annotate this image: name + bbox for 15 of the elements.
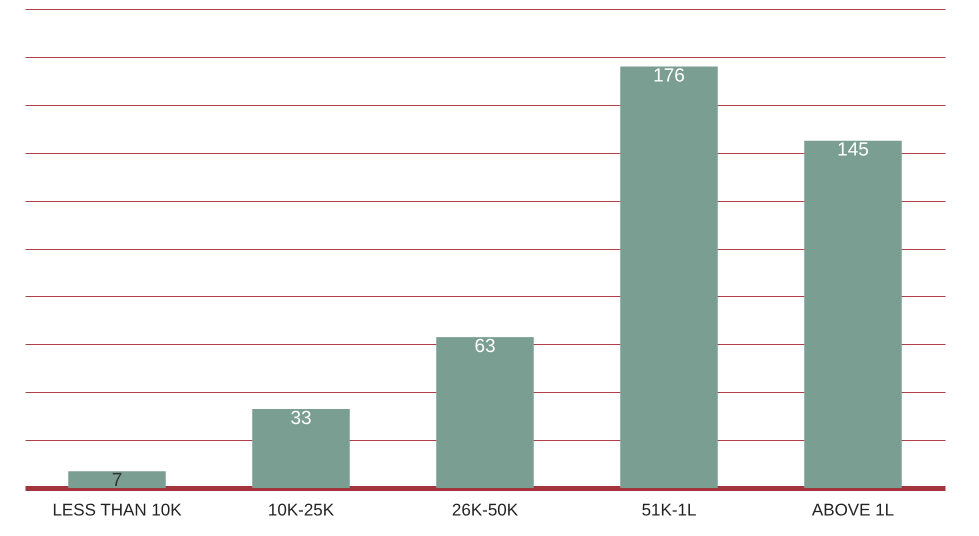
data-label: 176	[653, 65, 685, 86]
data-label: 33	[290, 408, 312, 429]
bar	[436, 337, 534, 488]
x-tick-label: 51K-1L	[642, 500, 696, 520]
bar	[620, 66, 718, 488]
bar	[804, 140, 902, 488]
x-tick-label: LESS THAN 10K	[52, 500, 182, 520]
x-tick-label: 26K-50K	[452, 500, 519, 520]
x-tick-label: ABOVE 1L	[812, 500, 894, 520]
bar	[68, 471, 166, 488]
data-label: 145	[837, 140, 869, 161]
bar	[252, 408, 350, 488]
data-label: 63	[474, 336, 496, 358]
data-label: 7	[112, 470, 122, 492]
x-tick-label: 10K-25K	[268, 500, 335, 520]
